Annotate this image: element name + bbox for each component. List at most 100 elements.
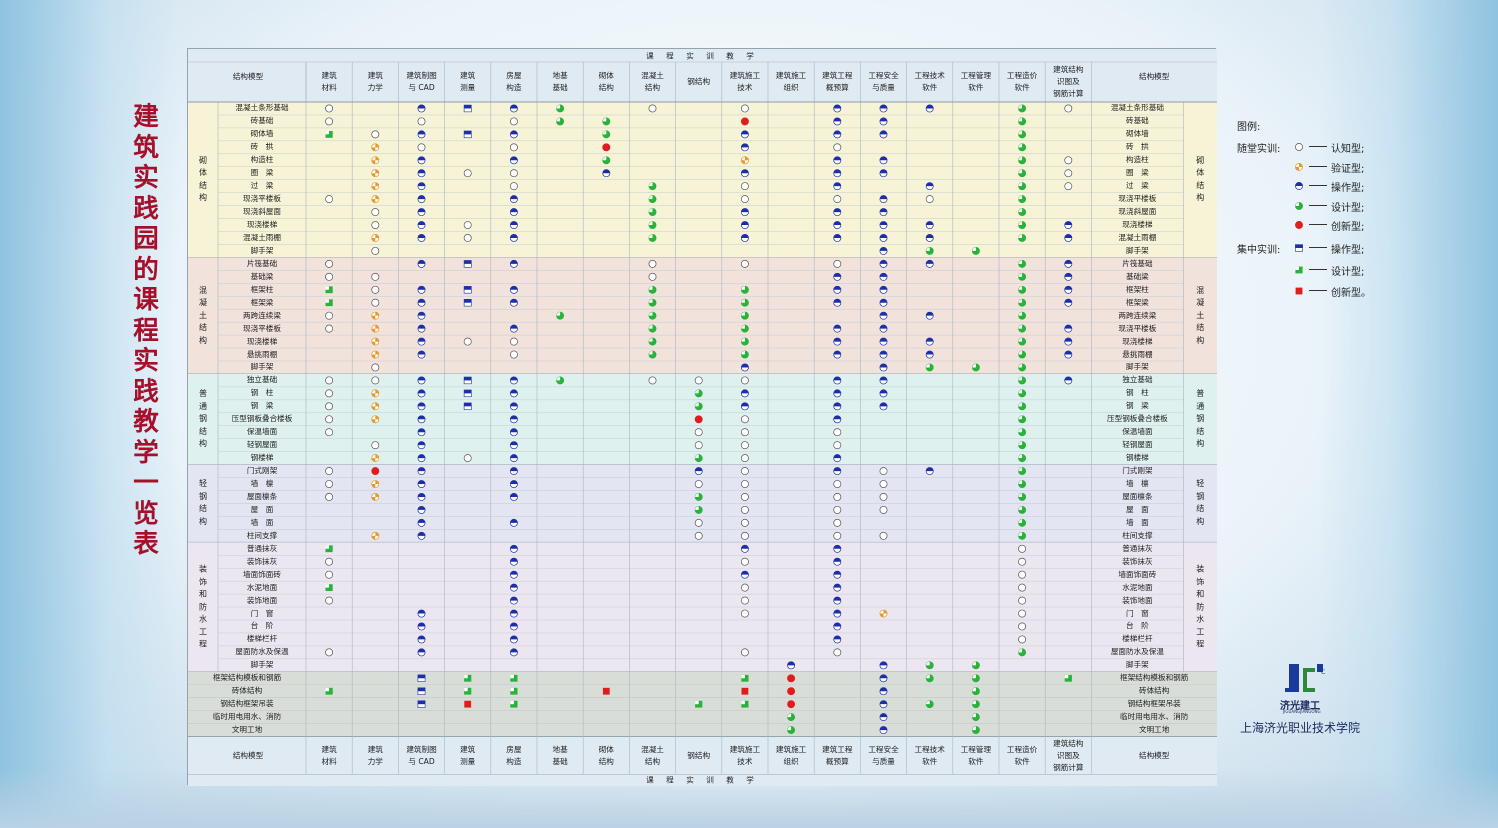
operation-mark [417,415,426,424]
operation-mark [509,596,518,605]
design-mark [1018,363,1027,372]
logo-name: 济光建工 [1280,701,1320,712]
operation-mark [833,596,842,605]
operation-mark [417,622,426,631]
operation-mark [879,350,888,359]
verification-mark [371,531,380,540]
left-glow-decoration [0,0,180,828]
innovation-mark [787,700,796,709]
page-title-char: 教 [133,407,159,437]
cognitive-mark [1064,182,1073,191]
design-mark [740,337,749,346]
cognitive-mark [925,195,934,204]
operation-mark [833,221,842,229]
row-label-right: 现浇楼梯 [1122,220,1153,230]
cognitive-mark [325,493,334,501]
bottom-row-label: 砖体结构 [231,686,263,696]
operation-mark [417,195,426,204]
cognitive-mark [325,195,334,204]
design-mark [740,311,749,320]
design-mark [648,182,657,191]
cognitive-mark [740,259,749,268]
design-mark [1018,480,1027,488]
operation-mark [879,311,888,320]
cognitive-mark [1018,570,1027,579]
cognitive-mark [833,428,842,437]
operation-mark [417,221,426,229]
design-mark [648,195,657,204]
design-mark [648,298,657,307]
row-label-right: 现浇平楼板 [1118,323,1157,333]
row-label: 保温墙面 [246,427,278,437]
verification-mark [371,454,380,463]
operation-mark [925,350,934,359]
operation-mark [509,208,518,217]
row-label: 混凝土条形基础 [235,103,289,113]
svg-text:C: C [1321,669,1325,676]
operation-mark [787,661,796,670]
design-mark [971,674,980,683]
course-header-14: 工程技术 软件 [914,71,945,92]
row-label-right: 台 阶 [1126,621,1149,631]
operation-mark [509,648,518,657]
cognitive-mark [740,557,749,566]
design-mark [925,700,934,709]
operation-mark [879,246,888,255]
cognitive-mark [325,324,334,333]
operation-mark [925,259,934,268]
operation-mark [509,454,518,463]
legend-item: 操作型; [1237,179,1387,194]
operation-mark [879,661,888,670]
design-mark [648,350,657,359]
design-mark [648,324,657,333]
verification-mark [879,609,888,618]
operation-mark [833,234,842,242]
cognitive-mark [325,415,334,424]
cognitive-mark [417,117,426,126]
operation-mark [509,285,518,294]
cognitive-mark [371,130,380,139]
cognitive-mark [648,376,657,385]
row-label-right: 普通抹灰 [1122,543,1153,553]
operation-mark [509,557,518,566]
cognitive-mark [1018,557,1027,566]
operation-mark [417,285,426,294]
design-mark [1018,169,1027,178]
design-mark [1018,311,1027,320]
operation-mark [740,402,749,411]
operation-mark [417,298,426,307]
course-header-5: 房屋 构造 [506,71,522,92]
operation-mark [740,130,749,139]
operation-mark [509,583,518,592]
operation-mark [879,402,888,411]
innovation-mark [1295,221,1303,230]
course-header-6: 地基 基础 [552,71,568,92]
operation-mark [417,402,426,411]
design-mark [1018,234,1027,242]
operation-mark [509,441,518,450]
cognitive-mark [325,557,334,566]
concentrated-design-mark [325,545,333,553]
design-mark [694,505,703,514]
row-label-right: 砌体墙 [1126,129,1149,139]
operation-mark [833,272,842,281]
row-label: 独立基础 [246,375,278,385]
operation-mark [833,467,842,476]
verification-mark [371,324,380,333]
row-label-right: 两跨连续梁 [1118,310,1157,320]
cognitive-mark [325,402,334,411]
cognitive-mark [833,518,842,527]
legend-dash [1309,165,1327,167]
legend-E-icon [1295,221,1303,230]
row-label: 脚手架 [250,362,274,372]
school-name: 上海济光职业技术学院 [1240,721,1361,735]
design-mark [694,454,703,463]
operation-mark [925,311,934,320]
operation-mark [1064,337,1073,346]
concentrated-operation-mark [417,674,426,682]
design-mark [971,726,980,735]
operation-mark [509,402,518,411]
operation-mark [509,635,518,644]
operation-mark [879,272,888,281]
design-mark [1018,376,1027,385]
